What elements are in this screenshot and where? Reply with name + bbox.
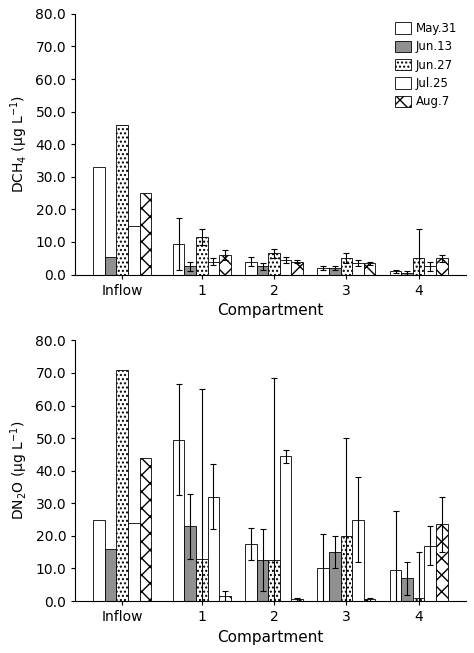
Bar	[424, 266, 436, 274]
Bar	[292, 262, 303, 274]
Bar	[401, 579, 413, 601]
Bar	[364, 263, 375, 274]
Bar	[292, 599, 303, 601]
Y-axis label: DCH$_4$ (μg L$^{-1}$): DCH$_4$ (μg L$^{-1}$)	[9, 95, 30, 193]
Bar	[219, 255, 231, 274]
Bar	[117, 370, 128, 601]
Bar	[390, 570, 401, 601]
Bar	[401, 273, 413, 274]
Bar	[280, 260, 292, 274]
Bar	[257, 560, 268, 601]
Bar	[364, 599, 375, 601]
Bar	[128, 226, 140, 274]
Bar	[173, 244, 184, 274]
Bar	[329, 552, 341, 601]
Bar	[173, 439, 184, 601]
Bar	[424, 546, 436, 601]
Bar	[184, 526, 196, 601]
Bar	[208, 497, 219, 601]
Bar	[318, 268, 329, 274]
Bar	[318, 569, 329, 601]
Bar	[196, 559, 208, 601]
Bar	[93, 520, 105, 601]
Bar	[352, 520, 364, 601]
Bar	[117, 125, 128, 274]
Legend: May.31, Jun.13, Jun.27, Jul.25, Aug.7: May.31, Jun.13, Jun.27, Jul.25, Aug.7	[392, 20, 460, 111]
Bar	[245, 544, 257, 601]
X-axis label: Compartment: Compartment	[217, 629, 324, 645]
Bar	[140, 193, 151, 274]
Bar	[93, 167, 105, 274]
Y-axis label: DN$_2$O (μg L$^{-1}$): DN$_2$O (μg L$^{-1}$)	[9, 421, 30, 520]
Bar	[105, 549, 117, 601]
Bar	[329, 268, 341, 274]
Bar	[390, 272, 401, 274]
Bar	[245, 262, 257, 274]
Bar	[436, 259, 447, 274]
Bar	[257, 266, 268, 274]
Bar	[184, 266, 196, 274]
Bar	[436, 524, 447, 601]
Bar	[140, 458, 151, 601]
Bar	[128, 523, 140, 601]
Bar	[196, 237, 208, 274]
Bar	[280, 456, 292, 601]
Bar	[208, 262, 219, 274]
Bar	[268, 253, 280, 274]
Bar	[341, 536, 352, 601]
Bar	[413, 259, 424, 274]
Bar	[268, 560, 280, 601]
Bar	[341, 259, 352, 274]
Bar	[413, 598, 424, 601]
Bar	[219, 596, 231, 601]
Bar	[105, 257, 117, 274]
X-axis label: Compartment: Compartment	[217, 303, 324, 318]
Bar	[352, 263, 364, 274]
